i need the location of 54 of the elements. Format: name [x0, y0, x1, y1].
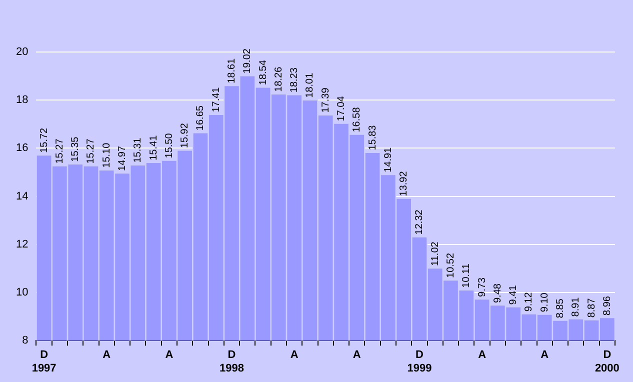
data-label: 18.01 [304, 72, 316, 98]
data-label: 16.58 [352, 106, 363, 132]
y-tick-label: 16 [16, 142, 28, 154]
y-tick-label: 14 [16, 190, 28, 202]
data-label: 16.65 [195, 105, 206, 131]
data-label: 15.31 [132, 137, 144, 163]
data-label: 17.39 [320, 87, 332, 113]
x-tick-label: A [352, 349, 361, 362]
data-label: 17.41 [210, 86, 222, 112]
data-label: 18.54 [258, 60, 269, 86]
y-tick-label: 18 [16, 94, 28, 106]
data-label: 10.11 [461, 263, 472, 288]
data-label: 8.87 [586, 298, 598, 318]
data-label: 15.83 [367, 124, 378, 150]
x-tick-label: A [290, 349, 298, 362]
x-tick-label: A [540, 349, 549, 362]
data-label: 8.91 [570, 296, 582, 317]
x-tick-label: A [478, 349, 486, 362]
y-tick-label: 12 [16, 238, 28, 250]
data-label: 19.02 [242, 48, 254, 74]
x-tick-label: A [165, 349, 174, 362]
y-tick-label: 20 [16, 46, 28, 58]
data-label: 10.52 [446, 252, 457, 278]
data-label: 8.85 [555, 298, 566, 318]
x-tick-label: D 1999 [407, 349, 432, 374]
data-label: 15.27 [54, 138, 66, 164]
y-tick-label: 10 [16, 286, 28, 299]
x-tick-label: D 1998 [220, 349, 244, 374]
data-label: 14.97 [117, 146, 128, 171]
data-label: 9.41 [508, 284, 520, 305]
data-label: 18.23 [289, 67, 300, 93]
data-label: 15.10 [101, 142, 112, 168]
data-label: 15.72 [38, 127, 50, 153]
data-label: 15.27 [86, 138, 97, 164]
data-label: 8.96 [602, 296, 613, 316]
data-label: 15.41 [148, 134, 160, 160]
data-label: 9.12 [524, 292, 535, 312]
data-label: 14.91 [382, 146, 394, 172]
data-label: 13.92 [398, 170, 410, 196]
data-label: 9.10 [539, 292, 550, 312]
data-label: 15.92 [180, 122, 191, 148]
x-tick-label: D 2000 [594, 349, 620, 374]
data-label: 9.48 [492, 283, 504, 304]
data-label: 15.50 [164, 132, 175, 158]
y-tick-label: 8 [22, 334, 28, 347]
data-label: 11.02 [430, 241, 441, 266]
data-label: 15.35 [70, 136, 82, 162]
data-label: 9.73 [476, 277, 488, 297]
data-label: 18.61 [226, 58, 238, 84]
x-tick-label: D 1997 [32, 349, 56, 374]
data-label: 17.04 [336, 96, 348, 122]
x-tick-label: A [102, 349, 111, 362]
data-label: 18.26 [273, 66, 284, 92]
data-label: 12.32 [414, 209, 426, 235]
